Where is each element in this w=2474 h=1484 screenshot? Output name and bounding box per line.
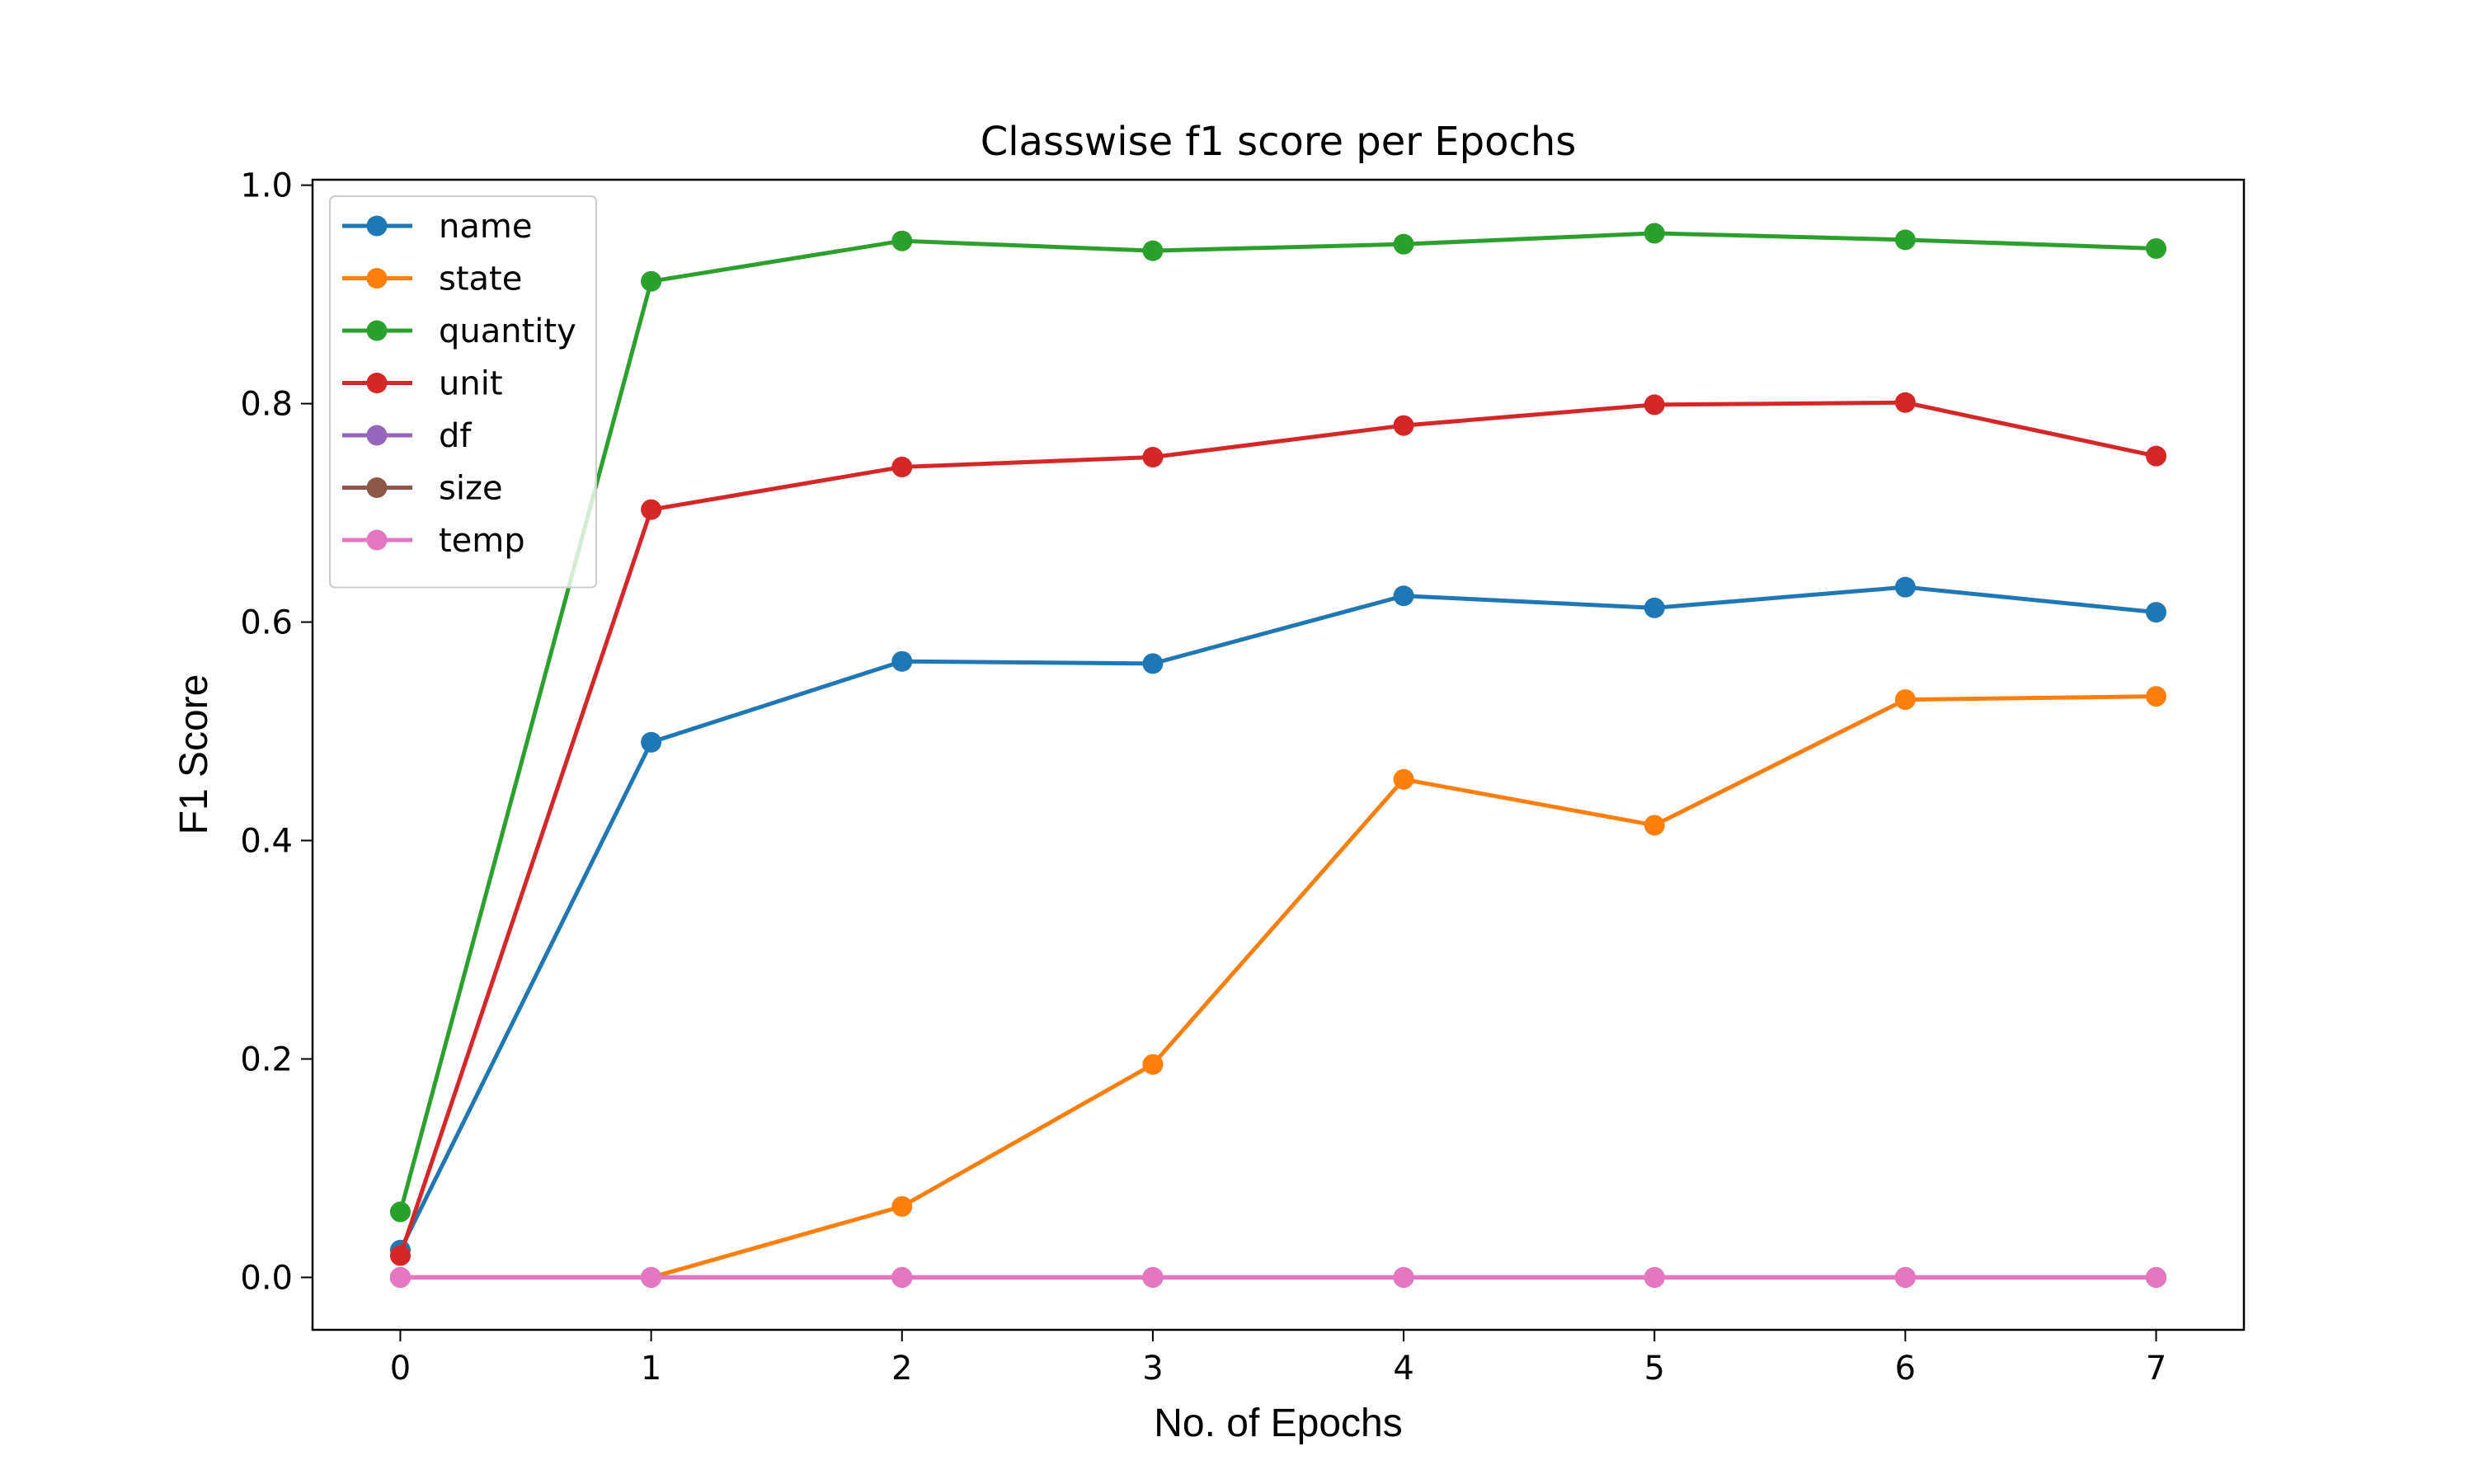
- y-tick-label: 0.6: [240, 604, 293, 642]
- legend: name state quantity unit df size temp: [329, 195, 597, 589]
- plot-frame: [311, 178, 2246, 1331]
- series-quantity: [389, 223, 2167, 1223]
- data-point-temp: [1894, 1266, 1916, 1288]
- legend-label: df: [439, 417, 472, 455]
- data-point-unit: [389, 1245, 411, 1266]
- legend-marker: [366, 320, 388, 341]
- data-point-state: [1142, 1054, 1164, 1075]
- y-tick-label: 1.0: [240, 167, 293, 205]
- data-point-unit: [1894, 392, 1916, 413]
- data-point-state: [1393, 768, 1414, 790]
- legend-entry-unit: unit: [342, 365, 503, 403]
- data-point-quantity: [891, 230, 913, 251]
- series-temp: [389, 1266, 2167, 1288]
- legend-marker: [366, 215, 388, 237]
- data-point-name: [1142, 653, 1164, 674]
- legend-entry-quantity: quantity: [342, 312, 576, 350]
- data-point-unit: [1142, 446, 1164, 467]
- legend-label: temp: [439, 522, 525, 560]
- legend-label: state: [439, 261, 522, 298]
- series-unit: [389, 392, 2167, 1266]
- y-axis-title: F1 Score: [172, 674, 216, 835]
- series-line-name: [398, 585, 2157, 1252]
- y-tick-label: 0.2: [240, 1040, 293, 1078]
- data-point-quantity: [1393, 233, 1414, 255]
- chart-title: Classwise f1 score per Epochs: [981, 119, 1577, 165]
- x-axis-title: No. of Epochs: [1154, 1402, 1403, 1445]
- data-point-unit: [891, 456, 913, 477]
- data-point-state: [2146, 686, 2167, 707]
- legend-label: size: [439, 470, 503, 508]
- ticks-layer: 0 1 2 3 4 5 6 7 0.0 0.2 0.4 0.6 0.8 1.0: [240, 167, 2166, 1388]
- legend-marker: [366, 373, 388, 393]
- series-layer: [389, 223, 2167, 1288]
- legend-entry-state: state: [342, 261, 522, 298]
- legend-entry-temp: temp: [342, 522, 525, 560]
- data-point-temp: [389, 1266, 411, 1288]
- legend-marker: [366, 425, 388, 446]
- x-tick-label: 1: [641, 1350, 661, 1388]
- data-point-quantity: [641, 270, 662, 292]
- data-point-unit: [641, 499, 662, 520]
- x-tick-label: 5: [1644, 1350, 1665, 1388]
- data-point-temp: [1393, 1266, 1414, 1288]
- legend-label: unit: [439, 365, 503, 403]
- data-point-temp: [2146, 1266, 2167, 1288]
- x-tick-label: 3: [1142, 1350, 1163, 1388]
- y-tick-label: 0.8: [240, 386, 293, 424]
- data-point-name: [891, 650, 913, 672]
- x-tick-label: 7: [2146, 1350, 2166, 1388]
- legend-label: name: [439, 208, 532, 246]
- legend-marker: [366, 268, 388, 289]
- x-tick-label: 2: [891, 1350, 912, 1388]
- x-tick-label: 6: [1895, 1350, 1916, 1388]
- data-point-state: [1644, 815, 1665, 836]
- data-point-temp: [891, 1266, 913, 1288]
- y-tick-label: 0.4: [240, 822, 293, 860]
- series-state: [389, 686, 2167, 1288]
- series-line-state: [400, 694, 2157, 1280]
- data-point-state: [1894, 689, 1916, 711]
- data-point-quantity: [389, 1201, 411, 1223]
- data-point-unit: [2146, 445, 2167, 467]
- data-point-temp: [1142, 1266, 1164, 1288]
- y-tick-label: 0.0: [240, 1259, 293, 1297]
- data-point-name: [1894, 576, 1916, 598]
- data-point-unit: [1393, 415, 1414, 436]
- series-line-unit: [398, 400, 2157, 1256]
- legend-marker: [366, 529, 388, 551]
- legend-entry-name: name: [342, 208, 532, 246]
- data-point-name: [1644, 597, 1665, 618]
- data-point-quantity: [1644, 223, 1665, 244]
- data-point-temp: [641, 1266, 662, 1288]
- x-tick-label: 0: [390, 1350, 411, 1388]
- data-point-name: [2146, 602, 2167, 623]
- data-point-quantity: [1142, 240, 1164, 261]
- legend-entry-df: df: [342, 417, 472, 455]
- data-point-quantity: [2146, 237, 2167, 259]
- data-point-unit: [1644, 394, 1665, 416]
- legend-label: quantity: [439, 312, 576, 350]
- data-point-name: [1393, 585, 1414, 607]
- x-tick-label: 4: [1393, 1350, 1413, 1388]
- series-line-quantity: [398, 231, 2157, 1213]
- data-point-temp: [1644, 1266, 1665, 1288]
- legend-entry-size: size: [342, 470, 503, 508]
- legend-marker: [366, 477, 388, 498]
- data-point-name: [641, 731, 662, 753]
- data-point-quantity: [1894, 229, 1916, 251]
- data-point-state: [891, 1195, 913, 1217]
